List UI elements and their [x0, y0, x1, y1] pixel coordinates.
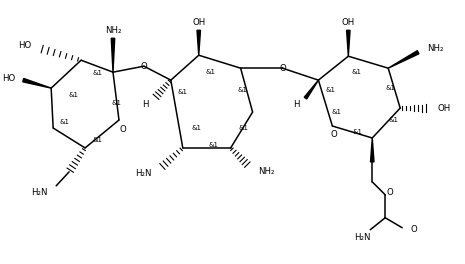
Text: &1: &1	[326, 87, 335, 93]
Text: O: O	[279, 64, 286, 73]
Polygon shape	[197, 30, 200, 55]
Polygon shape	[388, 51, 419, 68]
Text: &1: &1	[239, 125, 249, 131]
Text: H: H	[293, 100, 299, 109]
Text: O: O	[140, 62, 147, 71]
Polygon shape	[346, 30, 350, 56]
Text: NH₂: NH₂	[427, 44, 444, 53]
Text: OH: OH	[342, 18, 355, 27]
Polygon shape	[371, 138, 374, 162]
Text: O: O	[410, 225, 417, 234]
Text: H₂N: H₂N	[31, 188, 47, 197]
Text: H: H	[142, 100, 149, 109]
Text: &1: &1	[332, 109, 341, 115]
Text: &1: &1	[68, 92, 78, 98]
Text: &1: &1	[178, 89, 188, 95]
Text: &1: &1	[388, 117, 398, 123]
Text: HO: HO	[2, 74, 15, 83]
Text: &1: &1	[209, 142, 219, 148]
Text: OH: OH	[437, 103, 450, 112]
Text: &1: &1	[92, 137, 102, 143]
Text: &1: &1	[385, 85, 395, 91]
Text: &1: &1	[192, 125, 202, 131]
Text: H₂N: H₂N	[354, 233, 371, 242]
Text: HO: HO	[18, 41, 31, 50]
Text: NH₂: NH₂	[105, 26, 121, 35]
Text: &1: &1	[206, 69, 216, 75]
Polygon shape	[111, 38, 115, 72]
Text: &1: &1	[351, 69, 361, 75]
Text: O: O	[120, 125, 126, 134]
Text: OH: OH	[192, 18, 206, 27]
Text: &1: &1	[92, 70, 102, 76]
Text: &1: &1	[238, 87, 248, 93]
Text: O: O	[331, 130, 338, 139]
Text: &1: &1	[112, 100, 122, 106]
Polygon shape	[23, 78, 51, 88]
Text: &1: &1	[352, 129, 362, 135]
Text: H₂N: H₂N	[135, 169, 152, 178]
Text: &1: &1	[59, 119, 69, 125]
Text: NH₂: NH₂	[259, 167, 275, 176]
Polygon shape	[304, 80, 319, 99]
Text: O: O	[387, 188, 393, 197]
